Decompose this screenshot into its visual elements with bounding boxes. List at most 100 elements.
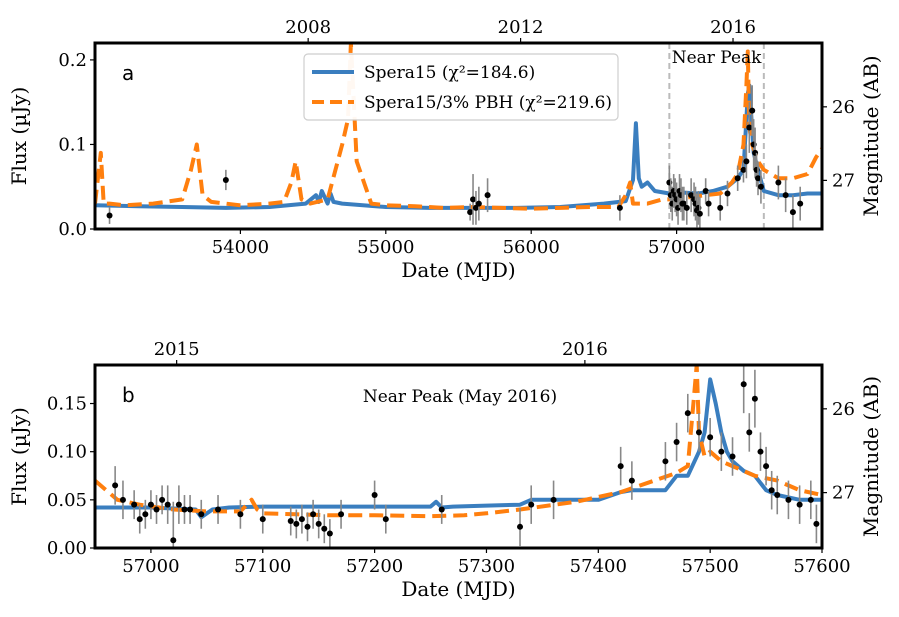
data-point [729,453,736,460]
data-point [796,501,803,508]
plot-area [95,43,822,229]
data-point [147,501,154,508]
y-tick-label: 0.10 [47,442,87,463]
data-point [617,463,624,470]
data-point [293,520,300,527]
x-tick-label: 57100 [234,556,291,577]
data-point [438,506,445,513]
data-point [321,525,328,532]
data-point [757,448,764,455]
x-tick-label: 57300 [458,556,515,577]
data-point [315,520,322,527]
y-axis-label: Flux (µJy) [7,87,31,186]
data-point [475,200,482,207]
data-point [702,187,709,194]
data-point [680,200,687,207]
data-point [785,496,792,503]
data-point [142,511,149,518]
data-point [470,196,477,203]
data-point [237,511,244,518]
near-peak-label: Near Peak [672,48,762,68]
top-tick-label: 2008 [285,17,331,38]
data-point [755,175,762,182]
data-point [757,183,764,190]
x-tick-label: 57000 [648,237,705,258]
right-tick-label: 26 [832,399,855,420]
data-point [164,501,171,508]
data-point [718,448,725,455]
legend-entry: Spera15 (χ²=184.6) [364,63,535,83]
right-axis-label: Magnitude (AB) [859,55,883,216]
data-point [740,166,747,173]
data-point [774,492,781,499]
panel-a: 54000 55000 56000 57000 0.0 0.1 0.2 2008 2012 201… [7,17,883,282]
x-tick-label: 55000 [357,237,414,258]
data-point [484,192,491,199]
data-point [136,516,143,523]
data-point [628,477,635,484]
data-point [310,511,317,518]
y-tick-label: 0.15 [47,394,87,415]
data-point [338,511,345,518]
data-point [159,496,166,503]
data-point [215,506,222,513]
data-point [222,176,229,183]
top-tick-label: 2016 [710,17,756,38]
x-tick-label: 54000 [212,237,269,258]
top-tick-label: 2016 [562,339,608,360]
data-point [517,523,524,530]
series-spera15-pbh-line [95,43,822,211]
x-tick-label: 57000 [122,556,179,577]
data-point [326,530,333,537]
data-point [797,200,804,207]
x-tick-label: 57200 [346,556,403,577]
panel-title: Near Peak (May 2016) [363,387,557,407]
x-axis-label: Date (MJD) [401,258,515,282]
y-axis-label: Flux (µJy) [7,407,31,506]
panel-b: 57000 57100 57200 57300 57400 57500 57600 0.00 0… [7,339,883,601]
data-point [187,506,194,513]
data-point [782,192,789,199]
data-point [175,501,182,508]
data-point [775,179,782,186]
data-point [707,434,714,441]
x-tick-label: 57600 [793,556,850,577]
data-point [119,496,126,503]
data-point [673,439,680,446]
data-point [181,506,188,513]
data-point [112,482,119,489]
legend: Spera15 (χ²=184.6) Spera15/3% PBH (χ²=219… [303,53,619,121]
data-point [684,410,691,417]
data-point [382,516,389,523]
data-point [371,492,378,499]
data-point [789,209,796,216]
x-tick-label: 56000 [503,237,560,258]
data-point [153,506,160,513]
data-point [813,520,820,527]
top-tick-label: 2015 [154,339,200,360]
panel-letter: b [122,383,135,407]
data-point [746,429,753,436]
data-point [287,518,294,525]
legend-entry: Spera15/3% PBH (χ²=219.6) [364,93,612,113]
data-point [740,381,747,388]
y-tick-label: 0.0 [58,219,87,240]
data-point [717,204,724,211]
data-point [683,204,690,211]
axes-frame [93,41,824,231]
data-point [528,501,535,508]
data-point [734,175,741,182]
data-point [688,192,695,199]
data-point [705,200,712,207]
data-point [746,124,753,131]
right-tick-label: 26 [832,97,855,118]
top-tick-label: 2012 [498,17,544,38]
right-axis-label: Magnitude (AB) [859,376,883,537]
x-axis-label: Date (MJD) [401,577,515,601]
data-point [763,463,770,470]
data-point [131,501,138,508]
data-point [662,458,669,465]
y-tick-label: 0.00 [47,538,87,559]
data-point [106,212,113,219]
